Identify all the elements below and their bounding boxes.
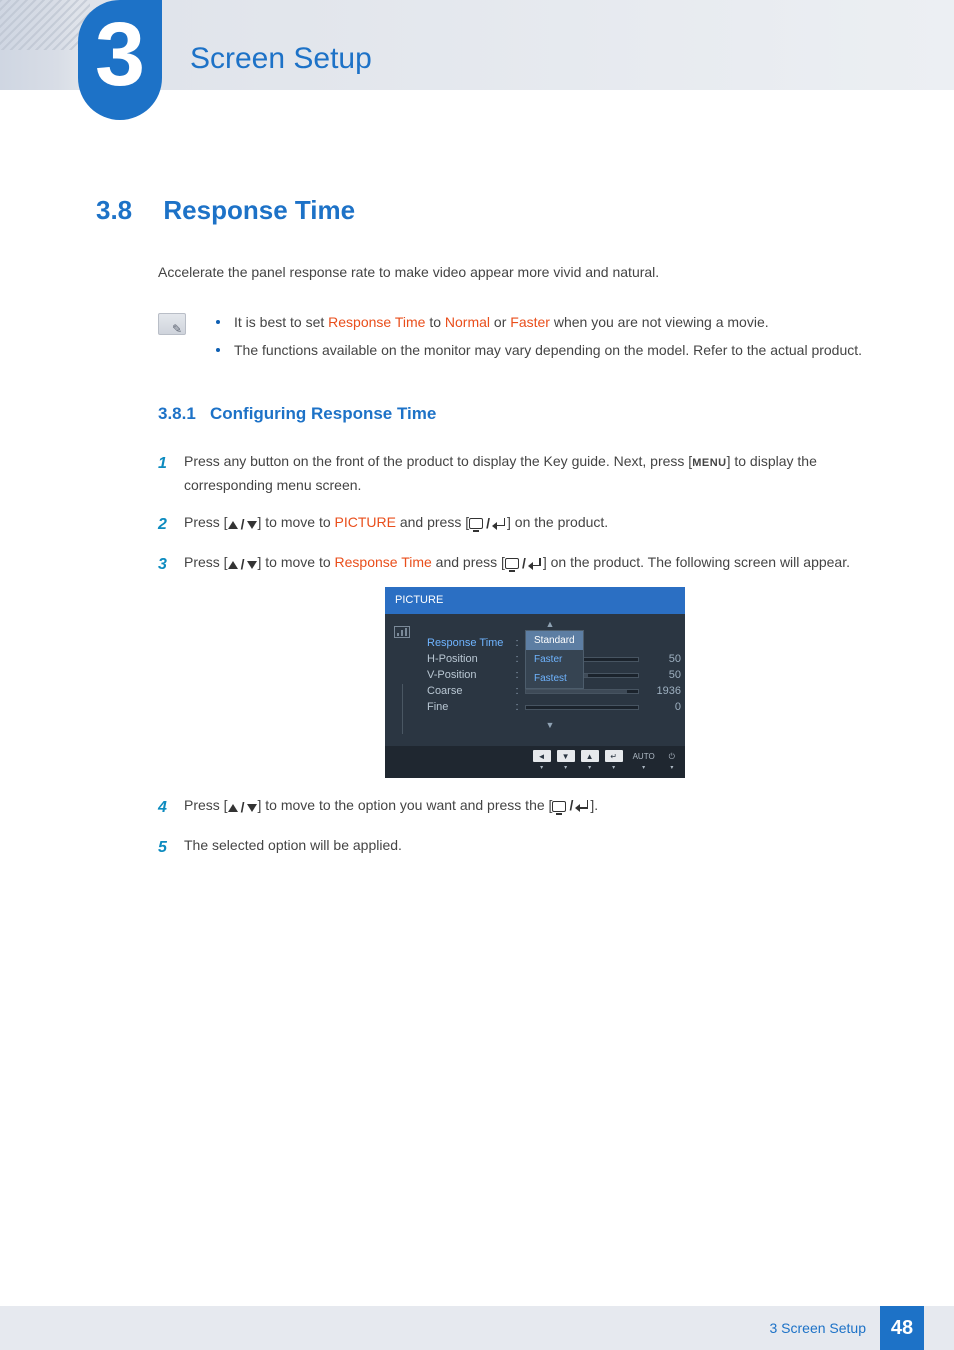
step-number: 1 — [158, 450, 167, 477]
note-item: It is best to set Response Time to Norma… — [216, 311, 886, 333]
page-number: 48 — [880, 1306, 924, 1350]
osd-option: Faster — [526, 650, 583, 669]
step-number: 3 — [158, 551, 167, 578]
step-item: 3 Press [/] to move to Response Time and… — [158, 551, 886, 777]
step-item: 4 Press [/] to move to the option you wa… — [158, 794, 886, 820]
footer-text: 3 Screen Setup — [769, 1320, 866, 1336]
subsection-heading: 3.8.1 Configuring Response Time — [158, 404, 886, 424]
step-item: 5 The selected option will be applied. — [158, 834, 886, 858]
osd-enter-icon: ↵ — [605, 750, 623, 762]
osd-left-icon: ◄ — [533, 750, 551, 762]
note-item: The functions available on the monitor m… — [216, 339, 886, 361]
osd-down-icon: ▼ — [557, 750, 575, 762]
picture-category-icon — [394, 626, 410, 638]
source-enter-icon: / — [469, 512, 507, 536]
section-intro: Accelerate the panel response rate to ma… — [158, 262, 886, 283]
highlight: Response Time — [335, 554, 432, 570]
highlight: Normal — [445, 314, 490, 330]
scroll-down-icon: ▼ — [419, 715, 681, 736]
subsection-number: 3.8.1 — [158, 404, 196, 423]
osd-option: Fastest — [526, 669, 583, 688]
section-number: 3.8 — [96, 195, 132, 225]
osd-dropdown: Standard Faster Fastest — [525, 630, 584, 689]
step-number: 4 — [158, 794, 167, 821]
osd-row: Fine:0 — [419, 699, 681, 715]
chapter-badge: 3 — [78, 0, 162, 120]
osd-title: PICTURE — [385, 587, 685, 614]
subsection-title: Configuring Response Time — [210, 404, 436, 423]
step-number: 2 — [158, 511, 167, 538]
note-icon — [158, 313, 186, 335]
section-title: Response Time — [163, 195, 355, 225]
osd-menu: PICTURE ▲ Response Time: H-Position:50 — [385, 587, 685, 777]
step-list: 1 Press any button on the front of the p… — [158, 450, 886, 858]
step-item: 2 Press [/] to move to PICTURE and press… — [158, 511, 886, 537]
chapter-title: Screen Setup — [190, 42, 372, 76]
section-heading: 3.8 Response Time — [96, 195, 886, 226]
source-enter-icon: / — [552, 794, 590, 818]
osd-up-icon: ▲ — [581, 750, 599, 762]
content-area: 3.8 Response Time Accelerate the panel r… — [96, 195, 886, 871]
chapter-number: 3 — [78, 10, 162, 100]
up-down-icon: / — [228, 513, 258, 537]
osd-sidebar — [385, 614, 419, 747]
header-hatch — [0, 0, 90, 50]
step-number: 5 — [158, 834, 167, 861]
page-footer: 3 Screen Setup 48 — [0, 1306, 954, 1350]
osd-option: Standard — [526, 631, 583, 650]
step-item: 1 Press any button on the front of the p… — [158, 450, 886, 498]
menu-key: MENU — [692, 457, 726, 469]
note-block: It is best to set Response Time to Norma… — [158, 311, 886, 368]
osd-footer: ◄▾ ▼▾ ▲▾ ↵▾ AUTO▾ ⏻▾ — [385, 746, 685, 777]
highlight: Faster — [510, 314, 550, 330]
up-down-icon: / — [228, 796, 258, 820]
osd-power-icon: ⏻ — [665, 750, 679, 762]
highlight: PICTURE — [335, 514, 396, 530]
source-enter-icon: / — [505, 552, 543, 576]
osd-auto-button: AUTO — [629, 750, 659, 762]
up-down-icon: / — [228, 553, 258, 577]
note-list: It is best to set Response Time to Norma… — [216, 311, 886, 368]
highlight: Response Time — [328, 314, 425, 330]
